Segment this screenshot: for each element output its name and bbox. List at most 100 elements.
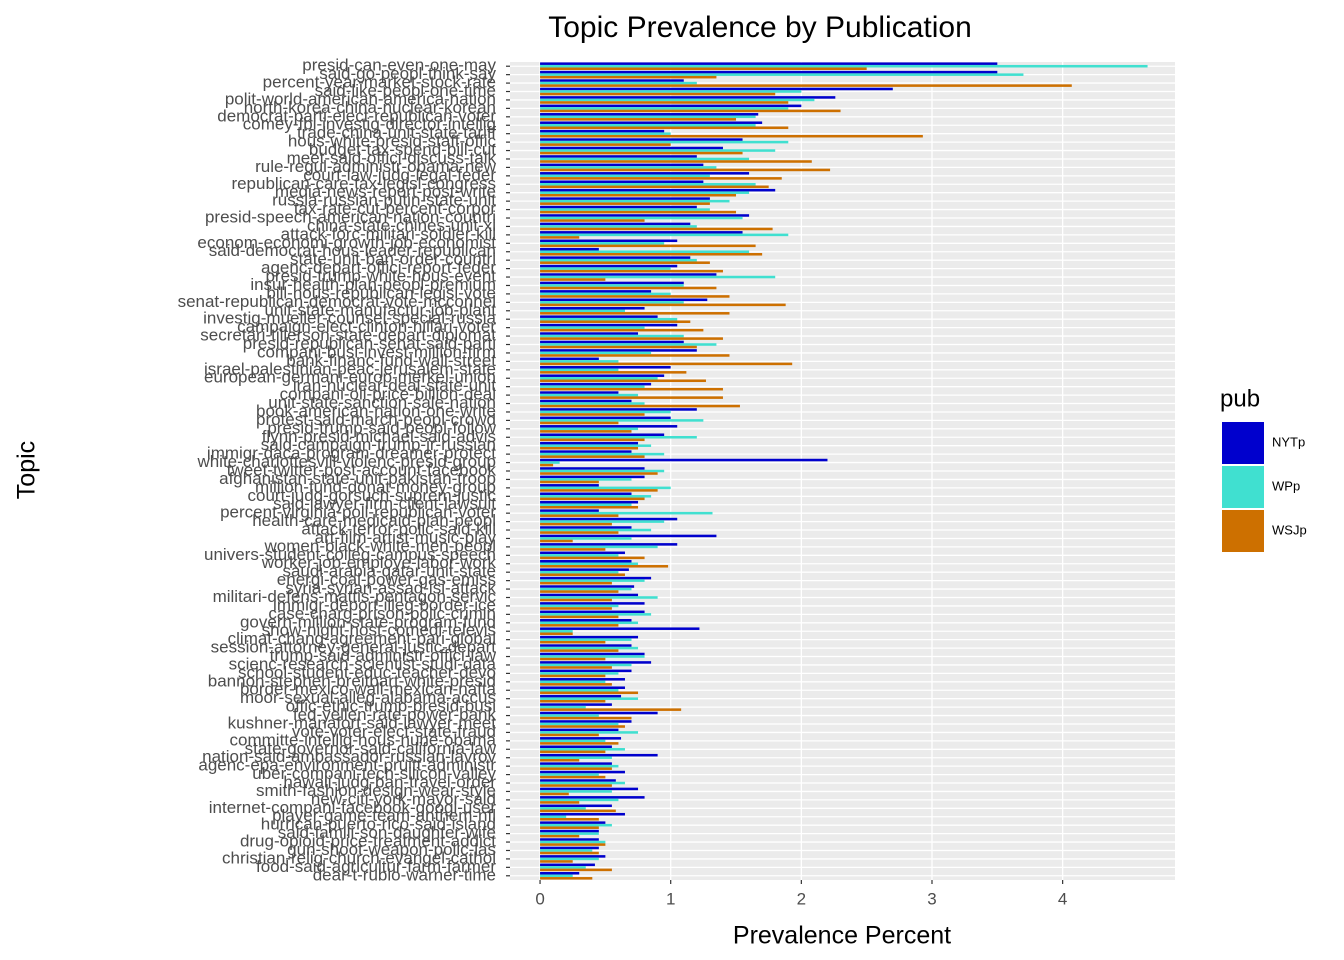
x-tick-label: 3	[927, 889, 936, 908]
y-tick-label: said-democrat-hous-leader-republican	[209, 241, 496, 260]
bar	[540, 317, 678, 321]
bar	[540, 239, 678, 243]
bar	[540, 286, 717, 290]
bar	[540, 705, 586, 709]
bar	[540, 644, 632, 647]
bar	[540, 809, 616, 813]
y-tick-label: women-black-white-men-peopl	[264, 536, 496, 555]
y-tick-label: white-charlottesvill-violenc-presid-grou…	[196, 452, 496, 471]
bar	[540, 655, 645, 658]
bar	[540, 543, 678, 546]
y-tick-label: court-law-judg-legal-feder	[303, 165, 496, 184]
bar	[540, 792, 569, 796]
bar	[540, 371, 687, 374]
bar	[540, 301, 684, 304]
bar	[540, 202, 710, 205]
bar	[540, 838, 599, 841]
bar	[540, 773, 599, 776]
bar	[540, 123, 756, 127]
bar	[540, 104, 802, 108]
bar	[540, 354, 730, 357]
bar	[540, 556, 645, 560]
bar	[540, 469, 665, 473]
y-tick-label: north-korea-china-nuclear-korean	[244, 98, 496, 117]
y-tick-label: campaign-elect-clinton-hillari-voter	[237, 317, 496, 336]
bar	[540, 219, 645, 222]
y-tick-label: hous-white-presid-staff-offic	[288, 132, 497, 151]
y-tick-label: health-care-medicaid-plan-peopl	[252, 511, 496, 530]
bar	[540, 101, 789, 104]
y-tick-label: militari-defens-mattis-pentagon-servic	[213, 587, 497, 606]
bar	[540, 410, 671, 414]
bar	[540, 495, 652, 498]
bar	[540, 598, 612, 602]
x-tick-label: 4	[1058, 889, 1067, 908]
bar	[540, 138, 743, 141]
bar	[540, 475, 645, 479]
bar	[540, 140, 789, 144]
x-tick-label: 1	[666, 889, 675, 908]
bar	[540, 315, 658, 318]
bar	[540, 183, 756, 186]
bar	[540, 374, 665, 377]
bar	[540, 576, 652, 580]
bar	[540, 421, 619, 425]
bar	[540, 385, 645, 388]
axes: 0 1 2 3 4 presid-can-even-one-maysaid-go-peop…	[178, 56, 1068, 909]
bar	[540, 185, 769, 189]
y-tick-label: democrat-parti-elect-republican-voter	[217, 106, 496, 125]
bar	[540, 298, 708, 302]
bar	[540, 517, 678, 521]
bar	[540, 143, 671, 146]
y-tick-label: immigr-daca-program-dreamer-protect	[207, 444, 496, 463]
bar	[540, 832, 599, 835]
bar	[540, 467, 645, 470]
bar	[540, 430, 632, 433]
bar	[540, 537, 632, 540]
bar	[540, 236, 580, 239]
bar	[540, 328, 704, 332]
bar	[540, 444, 652, 447]
bar	[540, 303, 786, 307]
bar	[540, 258, 697, 262]
bar	[540, 756, 612, 759]
y-tick-label: israel-palestinian-peac-jerusalem-state	[204, 359, 496, 378]
y-tick-label: russia-russian-putin-state-unit	[272, 191, 496, 210]
bar	[540, 180, 704, 184]
bar	[540, 834, 580, 838]
bar	[540, 562, 639, 566]
bar	[540, 568, 629, 571]
y-tick-label: christian-relig-church-evangel-cathol	[222, 848, 496, 867]
bar	[540, 722, 619, 726]
bar	[540, 812, 625, 816]
bar	[540, 478, 632, 481]
bar	[540, 531, 619, 534]
bar	[540, 787, 639, 791]
bar	[540, 413, 645, 416]
y-tick-label: presid-trump-said-peopl-follow	[267, 418, 496, 437]
y-tick-label: million-fund-donat-money-group	[255, 477, 496, 496]
x-axis-title: Prevalence Percent	[733, 922, 951, 950]
bar	[540, 343, 717, 346]
bar	[540, 635, 639, 639]
bar	[540, 733, 599, 737]
legend-label: NYTp	[1272, 434, 1305, 449]
bar	[540, 191, 750, 194]
y-tick-label: unit-state-sanction-sale-nation	[268, 393, 496, 412]
bar	[540, 157, 750, 161]
bar	[540, 652, 645, 656]
bar	[540, 781, 625, 785]
chart-title: Topic Prevalence by Publication	[548, 11, 972, 44]
y-tick-label: nation-said-ambassador-russian-lavrov	[202, 747, 496, 766]
bar	[540, 570, 619, 574]
bar	[540, 587, 632, 591]
bar	[540, 450, 632, 453]
y-tick-label: rule-regul-administr-obama-new	[255, 157, 497, 176]
bar	[540, 366, 671, 369]
bar	[540, 666, 612, 669]
bar	[540, 113, 759, 116]
y-tick-label: agenc-epa-environment-pruitt-administr	[198, 756, 496, 775]
bar	[540, 292, 671, 296]
bar	[540, 646, 639, 650]
bar	[540, 522, 612, 526]
